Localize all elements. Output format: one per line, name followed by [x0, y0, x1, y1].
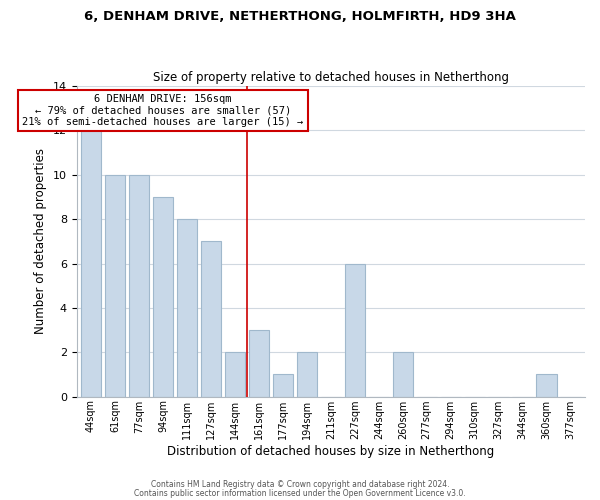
Bar	[536, 374, 557, 396]
Title: Size of property relative to detached houses in Netherthong: Size of property relative to detached ho…	[153, 70, 509, 84]
Text: Contains public sector information licensed under the Open Government Licence v3: Contains public sector information licen…	[134, 488, 466, 498]
Text: 6 DENHAM DRIVE: 156sqm
← 79% of detached houses are smaller (57)
21% of semi-det: 6 DENHAM DRIVE: 156sqm ← 79% of detached…	[22, 94, 304, 127]
Bar	[129, 175, 149, 396]
Bar	[153, 197, 173, 396]
Bar	[296, 352, 317, 397]
Bar	[225, 352, 245, 397]
Bar	[272, 374, 293, 396]
Bar	[344, 264, 365, 396]
Y-axis label: Number of detached properties: Number of detached properties	[34, 148, 47, 334]
Bar	[81, 130, 101, 396]
Bar	[249, 330, 269, 396]
Bar	[201, 242, 221, 396]
Bar	[105, 175, 125, 396]
X-axis label: Distribution of detached houses by size in Netherthong: Distribution of detached houses by size …	[167, 444, 494, 458]
Bar	[392, 352, 413, 397]
Bar	[177, 219, 197, 396]
Text: Contains HM Land Registry data © Crown copyright and database right 2024.: Contains HM Land Registry data © Crown c…	[151, 480, 449, 489]
Text: 6, DENHAM DRIVE, NETHERTHONG, HOLMFIRTH, HD9 3HA: 6, DENHAM DRIVE, NETHERTHONG, HOLMFIRTH,…	[84, 10, 516, 23]
